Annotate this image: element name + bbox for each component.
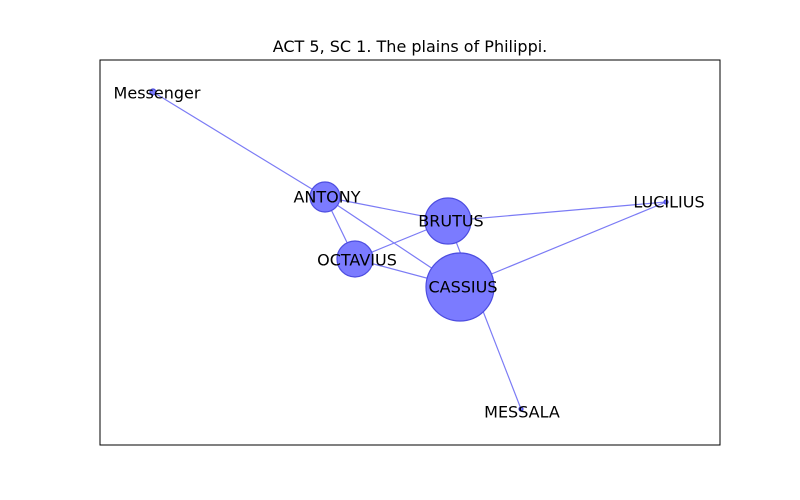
node-label-lucilius: LUCILIUS [633, 193, 704, 212]
node-antony [309, 181, 341, 213]
node-octavius [336, 240, 374, 278]
node-lucilius [663, 199, 669, 205]
graph-title: ACT 5, SC 1. The plains of Philippi. [273, 37, 548, 56]
node-brutus [424, 197, 472, 245]
node-label-messala: MESSALA [484, 403, 560, 422]
labels-layer: Messenger ANTONY BRUTUS LUCILIUS OCTAVIUS CAS… [114, 84, 705, 422]
node-messenger [149, 88, 157, 96]
node-label-messenger: Messenger [114, 84, 201, 103]
node-label-antony: ANTONY [293, 188, 360, 207]
edge-cassius-lucilius [459, 201, 667, 288]
edge-brutus-messala [447, 220, 522, 410]
node-label-octavius: OCTAVIUS [317, 251, 397, 270]
node-label-cassius: CASSIUS [428, 278, 497, 297]
nodes-layer [149, 88, 669, 412]
node-messala [518, 406, 524, 412]
node-label-brutus: BRUTUS [418, 212, 483, 231]
edge-messenger-antony [152, 91, 326, 198]
edge-brutus-lucilius [447, 201, 667, 222]
node-cassius [425, 252, 495, 322]
plot-frame [99, 59, 721, 446]
